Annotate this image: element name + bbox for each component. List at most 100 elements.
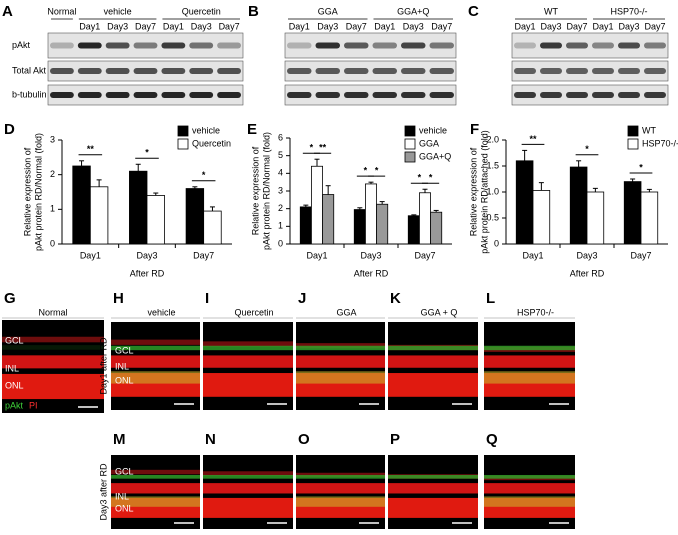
x-tick-label: Day3	[136, 250, 157, 260]
gcl-layer	[2, 336, 104, 343]
blot-band	[644, 68, 666, 74]
panel-label: GGA + Q	[421, 307, 458, 317]
group-label: Quercetin	[182, 6, 221, 16]
pakt-layer	[2, 345, 104, 350]
blot-band	[189, 68, 214, 74]
blot-band	[644, 42, 666, 49]
row-label: Day3 after RD	[98, 463, 108, 521]
y-axis-label: Relative expression of	[250, 146, 260, 235]
pakt-layer	[111, 345, 200, 351]
blot-band	[133, 68, 158, 74]
error-bar	[522, 149, 528, 161]
panel-label: Normal	[38, 307, 67, 317]
error-bar	[303, 204, 309, 207]
blot-band	[50, 68, 74, 74]
blot-band	[592, 68, 614, 74]
y-axis-label: Relative expression of	[22, 147, 32, 236]
day-label: Day1	[163, 21, 184, 31]
blot-band	[189, 92, 214, 98]
y-tick-label: 2.0	[486, 134, 499, 144]
panel-letter: G	[4, 290, 16, 307]
y-tick-label: 2	[50, 169, 55, 179]
group-label: vehicle	[104, 6, 132, 16]
blot-band	[429, 68, 454, 74]
panel-letter: M	[113, 431, 126, 448]
blot-band	[287, 42, 312, 49]
panel-letter: J	[298, 290, 306, 307]
blot-band	[161, 68, 186, 74]
x-tick-label: Day7	[414, 250, 435, 260]
bar	[419, 192, 431, 245]
y-tick-label: 1	[278, 221, 283, 231]
legend-label: WT	[642, 125, 656, 135]
blot-band	[401, 68, 426, 74]
x-tick-label: Day7	[193, 250, 214, 260]
legend-swatch	[404, 138, 416, 150]
day-label: Day3	[107, 21, 128, 31]
x-axis-label: After RD	[354, 268, 389, 278]
blot-strip	[511, 60, 669, 82]
legend-label: Quercetin	[192, 138, 231, 148]
y-tick-label: 5	[278, 150, 283, 160]
group-label: GGA	[318, 6, 338, 16]
x-tick-label: Day3	[576, 250, 597, 260]
layer-label: GCL	[115, 466, 134, 476]
blot-strip	[284, 60, 457, 82]
day-label: Day7	[219, 21, 240, 31]
bar	[407, 215, 420, 245]
error-bar	[646, 188, 652, 192]
blot-band	[315, 42, 340, 49]
blot-band	[429, 92, 454, 98]
onl-layer	[203, 497, 293, 518]
blot-band	[514, 92, 536, 98]
panel-letter: L	[486, 290, 495, 307]
onl-layer	[2, 373, 104, 400]
bar	[623, 181, 642, 245]
layer-label: ONL	[5, 380, 24, 390]
row-label: b-tubulin	[12, 89, 47, 99]
layer-label: INL	[5, 363, 19, 373]
pakt-layer	[484, 345, 575, 351]
blot-band	[105, 42, 130, 49]
y-tick-label: 6	[278, 132, 283, 142]
blot-band	[217, 42, 241, 49]
panel-letter: O	[298, 431, 310, 448]
significance-label: *	[585, 144, 589, 154]
y-tick-label: 2	[278, 203, 283, 213]
blot-band	[401, 42, 426, 49]
inl-layer	[2, 355, 104, 369]
significance-label: *	[375, 166, 379, 176]
blot-band	[315, 92, 340, 98]
day-label: Day7	[135, 21, 156, 31]
onl-layer	[388, 497, 478, 518]
significance-label: *	[202, 170, 206, 180]
legend-swatch	[177, 138, 189, 150]
y-tick-label: 3	[50, 134, 55, 144]
inl-layer	[203, 355, 293, 368]
blot-band	[161, 42, 186, 49]
y-axis-label: pAkt protein RD/Normal (fold)	[261, 132, 271, 250]
legend-swatch	[404, 125, 416, 137]
panel-letter: E	[247, 121, 257, 138]
day-label: Day1	[592, 21, 613, 31]
panel-letter: H	[113, 290, 124, 307]
bar	[322, 194, 335, 245]
layer-label: INL	[115, 361, 129, 371]
blot-band	[372, 92, 397, 98]
panel-letter: N	[205, 431, 216, 448]
error-bar	[411, 214, 417, 216]
blot-strip	[511, 84, 669, 106]
bar	[640, 191, 659, 245]
inl-layer	[296, 483, 385, 494]
y-axis-label: pAkt protein RD/attached (fold)	[479, 130, 489, 254]
error-bar	[79, 160, 85, 166]
day-label: Day1	[374, 21, 395, 31]
layer-label: ONL	[115, 503, 134, 513]
inl-layer	[484, 355, 575, 368]
error-bar	[592, 187, 598, 192]
error-bar	[135, 163, 141, 172]
blot-band	[514, 68, 536, 74]
blot-band	[50, 92, 74, 98]
blot-strip	[284, 84, 457, 106]
y-tick-label: 3	[278, 185, 283, 195]
